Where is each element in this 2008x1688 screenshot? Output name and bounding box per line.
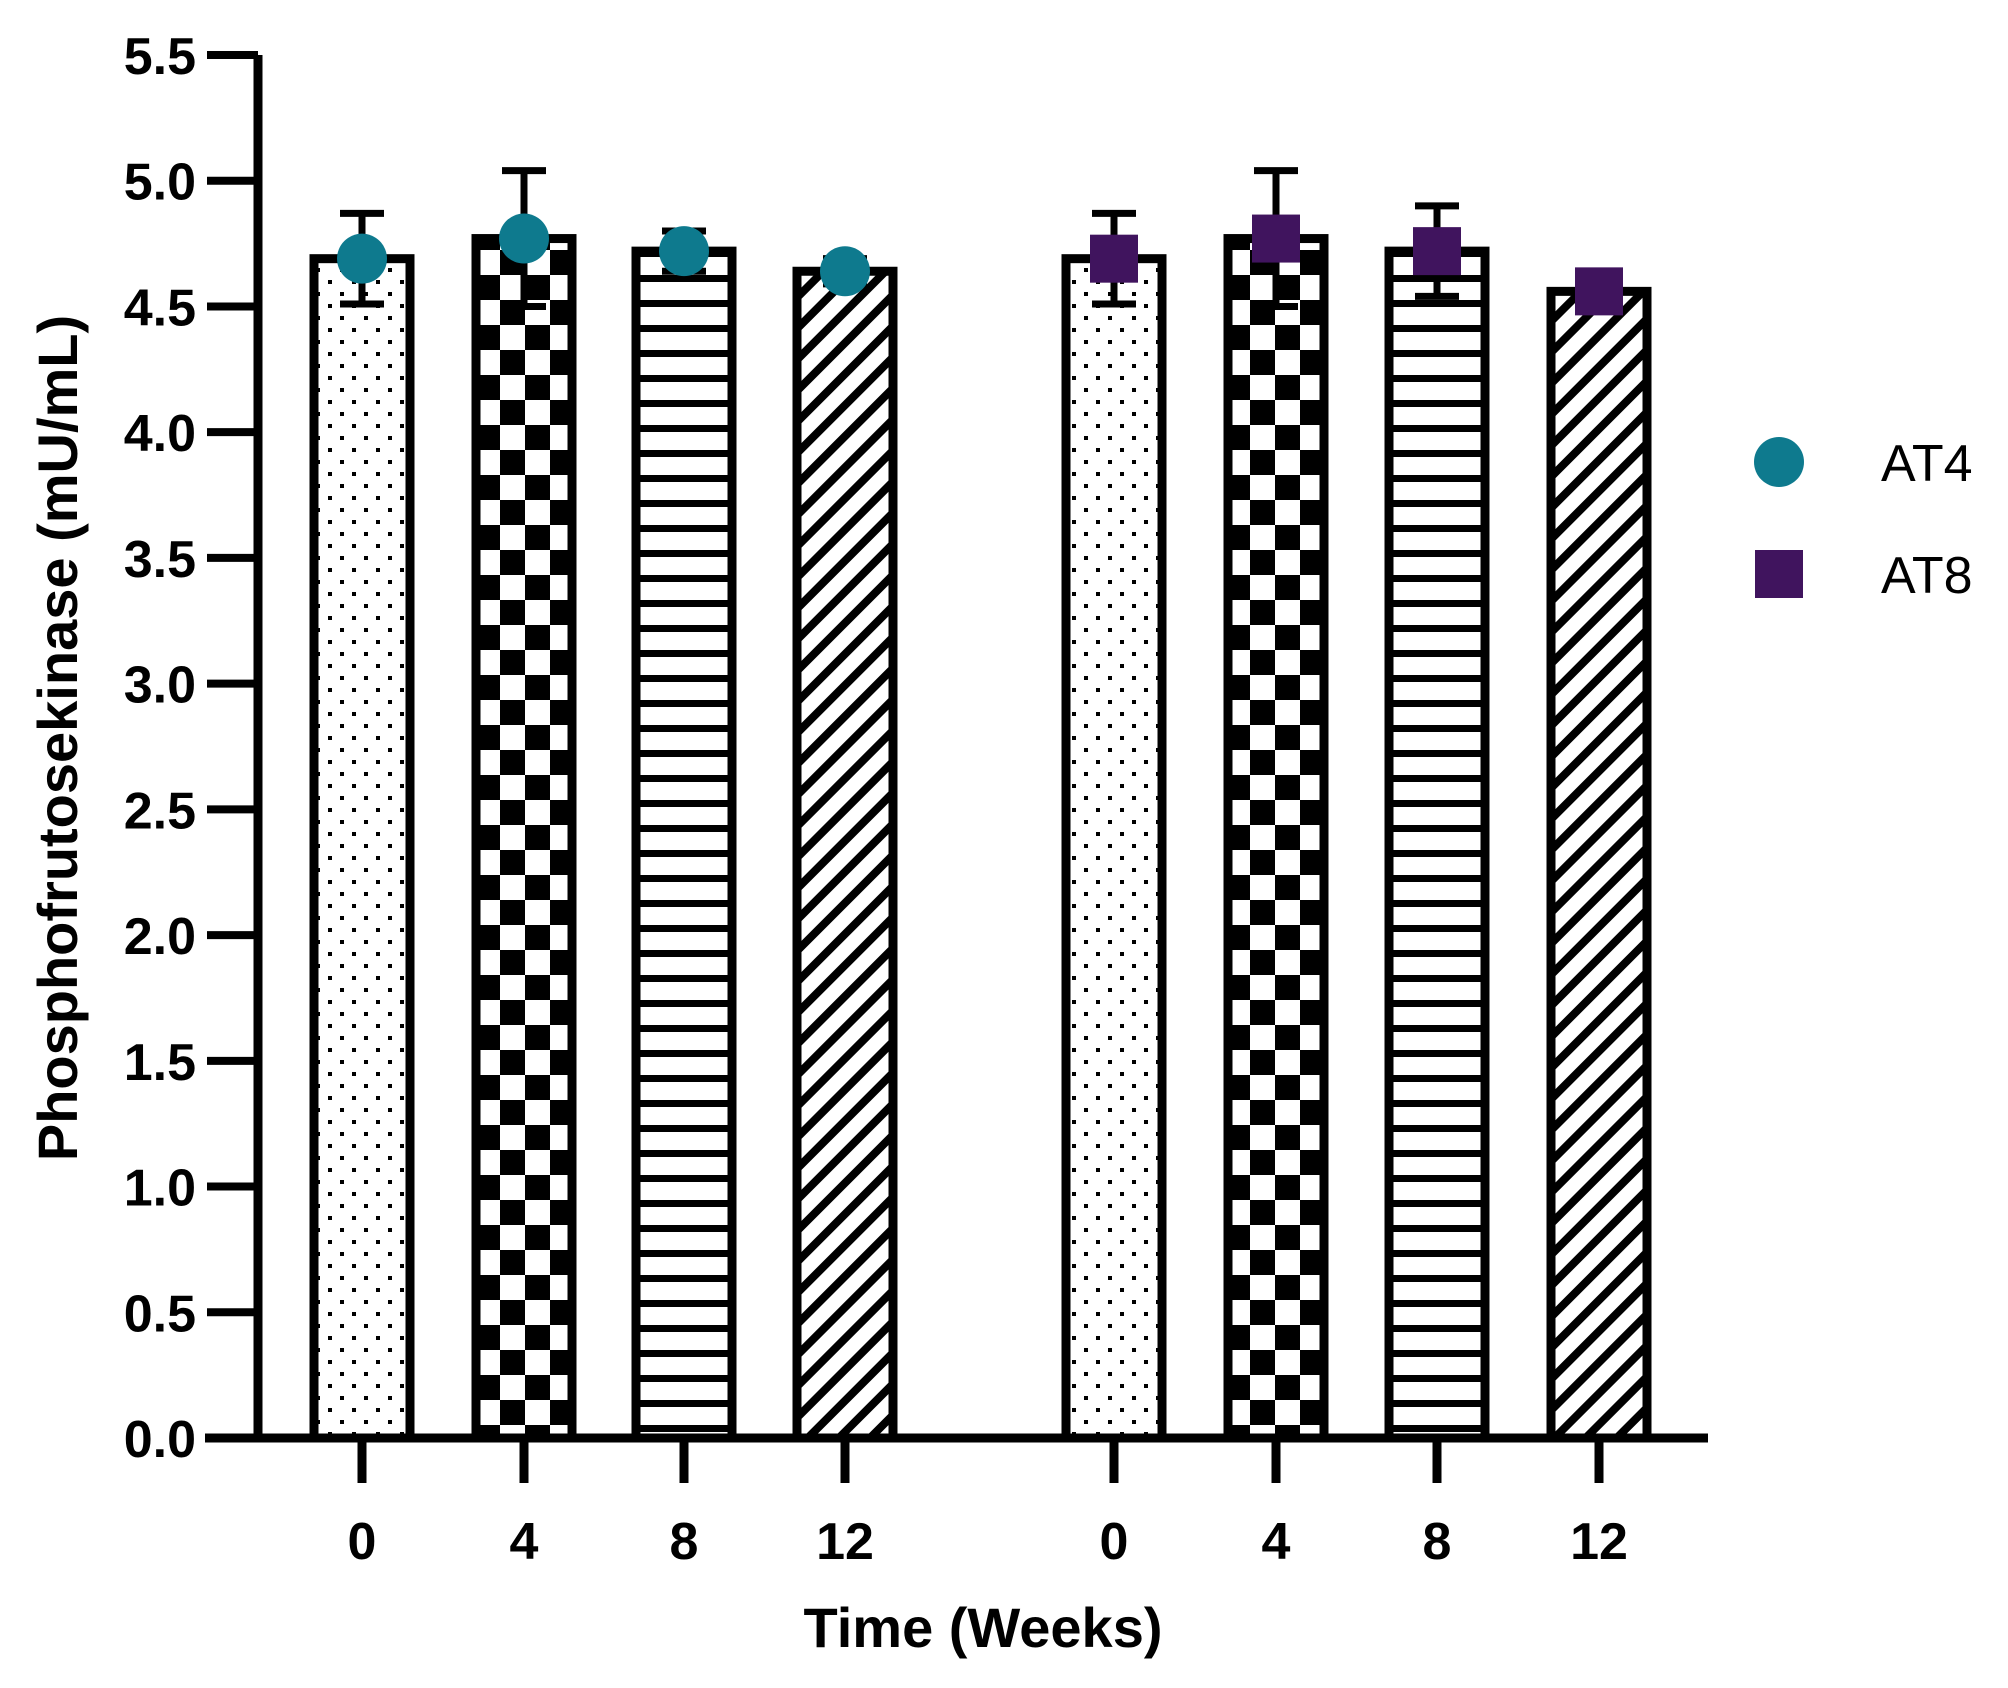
y-tick-label: 5.0 [124, 154, 196, 212]
x-tick-label: 12 [816, 1513, 874, 1571]
y-tick-label: 5.5 [124, 28, 196, 86]
bar-at4-week-0 [309, 254, 415, 1443]
y-tick-label: 1.5 [124, 1034, 196, 1092]
x-ticks: 0 4 8 12 0 4 8 12 [348, 1438, 1628, 1571]
bar-at8-week-12 [1546, 286, 1652, 1443]
data-point-at4 [820, 246, 870, 297]
y-tick-label: 3.5 [124, 531, 196, 589]
x-tick-label: 8 [1423, 1513, 1452, 1571]
axes-layer: 0.0 0.5 1.0 1.5 2.0 2.5 3.0 3.5 4.0 4.5 5.0 5.5 0 4 8… [124, 28, 1708, 1571]
legend: AT4 AT8 [1754, 435, 1973, 605]
x-tick-label: 0 [1100, 1513, 1129, 1571]
data-point-at4 [659, 226, 709, 277]
data-point-at8 [1252, 214, 1300, 263]
y-tick-label: 4.5 [124, 279, 196, 337]
y-tick-label: 1.0 [124, 1160, 196, 1218]
y-tick-label: 3.0 [124, 657, 196, 715]
data-point-at8 [1090, 234, 1138, 283]
y-axis-title: Phosphofrutosekinase (mU/mL) [26, 315, 89, 1161]
x-tick-label: 0 [348, 1513, 377, 1571]
bar-at8-week-0 [1061, 254, 1167, 1443]
x-tick-label: 4 [510, 1513, 539, 1571]
bar-at4-week-4 [471, 234, 577, 1443]
y-tick-label: 0.0 [124, 1411, 196, 1469]
x-axis-title: Time (Weeks) [804, 1596, 1163, 1659]
legend-label-at8: AT8 [1881, 547, 1973, 605]
x-tick-label: 8 [670, 1513, 699, 1571]
data-point-at4 [499, 213, 549, 264]
y-tick-label: 4.0 [124, 405, 196, 463]
bar-at4-week-12 [792, 266, 898, 1443]
y-tick-label: 0.5 [124, 1285, 196, 1343]
y-tick-label: 2.0 [124, 908, 196, 966]
bar-at8-week-8 [1384, 246, 1490, 1443]
markers-layer [337, 213, 1623, 316]
y-tick-label: 2.5 [124, 782, 196, 840]
bar-at8-week-4 [1223, 234, 1329, 1443]
data-point-at8 [1575, 267, 1623, 316]
data-point-at8 [1413, 227, 1461, 276]
plot-area [309, 167, 1652, 1443]
bars-layer [309, 234, 1652, 1443]
bar-at4-week-8 [631, 246, 737, 1443]
legend-marker-at8 [1755, 550, 1803, 598]
legend-label-at4: AT4 [1881, 435, 1973, 493]
x-tick-label: 12 [1570, 1513, 1628, 1571]
y-ticks: 0.0 0.5 1.0 1.5 2.0 2.5 3.0 3.5 4.0 4.5 5.0 5.5 [124, 28, 258, 1469]
x-tick-label: 4 [1262, 1513, 1291, 1571]
legend-marker-at4 [1754, 437, 1804, 487]
data-point-at4 [337, 233, 387, 284]
